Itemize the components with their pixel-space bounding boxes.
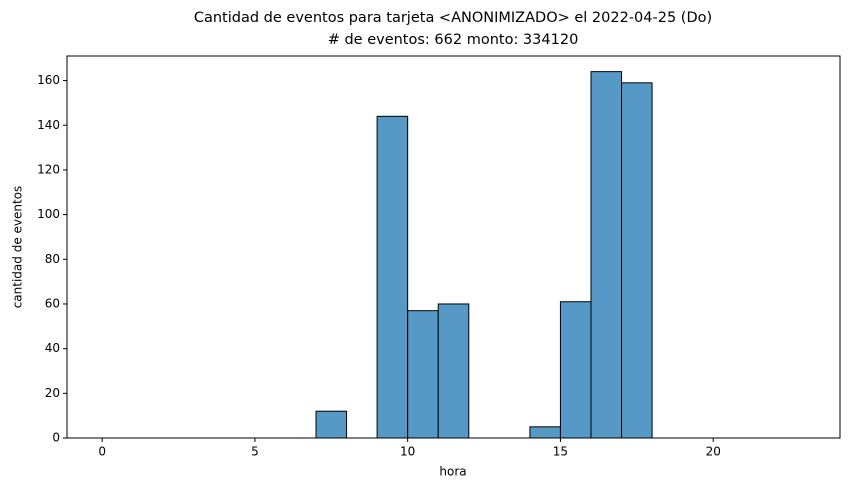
- bar: [437, 303, 470, 439]
- x-tick-label: 20: [706, 445, 721, 459]
- y-tick-label: 120: [37, 162, 60, 176]
- chart-title: Cantidad de eventos para tarjeta <ANONIM…: [194, 10, 712, 26]
- y-tick-label: 20: [45, 386, 60, 400]
- y-axis-label: cantidad de eventos: [11, 186, 25, 309]
- bar: [590, 71, 623, 439]
- x-tick-label: 15: [553, 445, 568, 459]
- x-axis-label: hora: [439, 465, 466, 479]
- chart-subtitle: # de eventos: 662 monto: 334120: [328, 32, 579, 48]
- x-tick-label: 5: [251, 445, 259, 459]
- bar: [376, 115, 409, 439]
- y-tick-label: 160: [37, 73, 60, 87]
- bar: [621, 82, 653, 439]
- y-tick-label: 80: [45, 252, 60, 266]
- y-tick-label: 40: [45, 341, 60, 355]
- y-tick-label: 60: [45, 296, 60, 310]
- y-tick-label: 100: [37, 207, 60, 221]
- x-tick-label: 0: [98, 445, 106, 459]
- bar: [529, 426, 561, 439]
- y-tick-label: 0: [52, 431, 60, 445]
- x-tick-label: 10: [400, 445, 415, 459]
- bar: [315, 410, 348, 439]
- bar: [559, 301, 592, 439]
- y-tick-label: 140: [37, 118, 60, 132]
- bar: [407, 310, 439, 439]
- plot-frame: [66, 55, 841, 439]
